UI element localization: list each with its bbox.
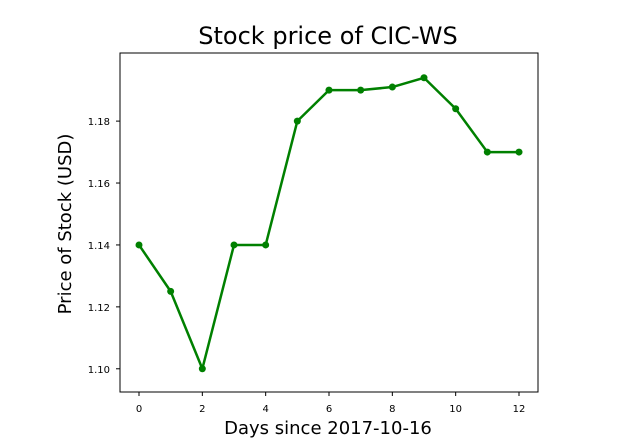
data-point <box>483 148 491 156</box>
y-tick-label: 1.10 <box>88 365 110 376</box>
chart-title: Stock price of CIC-WS <box>198 22 457 50</box>
x-tick-label: 4 <box>262 404 268 415</box>
data-point <box>262 241 270 249</box>
data-point <box>357 86 365 94</box>
series-layer <box>135 74 523 373</box>
y-tick-label: 1.12 <box>88 303 110 314</box>
data-point <box>515 148 523 156</box>
x-tick-label: 8 <box>389 404 395 415</box>
x-tick-label: 10 <box>449 404 462 415</box>
y-tick-label: 1.18 <box>88 117 110 128</box>
x-tick-label: 0 <box>136 404 142 415</box>
x-axis-ticks: 0 2 4 6 8 10 12 <box>136 392 526 415</box>
x-axis-label: Days since 2017-10-16 <box>224 418 432 439</box>
plot-area: 0 2 4 6 8 10 12 1.10 1.12 1.14 1.16 1.18 <box>88 52 539 415</box>
data-point <box>230 241 238 249</box>
plot-frame <box>119 52 539 393</box>
x-tick-label: 6 <box>326 404 332 415</box>
data-point <box>198 365 206 373</box>
y-axis-ticks: 1.10 1.12 1.14 1.16 1.18 <box>88 117 120 376</box>
y-axis-label: Price of Stock (USD) <box>55 134 76 315</box>
x-tick-label: 2 <box>199 404 205 415</box>
x-tick-label: 12 <box>513 404 526 415</box>
y-tick-label: 1.16 <box>88 179 110 190</box>
data-point <box>420 74 428 82</box>
data-point <box>293 117 301 125</box>
data-point <box>388 83 396 91</box>
data-point <box>325 86 333 94</box>
data-point <box>167 287 175 295</box>
data-point <box>452 105 460 113</box>
data-point <box>135 241 143 249</box>
y-tick-label: 1.14 <box>88 241 110 252</box>
